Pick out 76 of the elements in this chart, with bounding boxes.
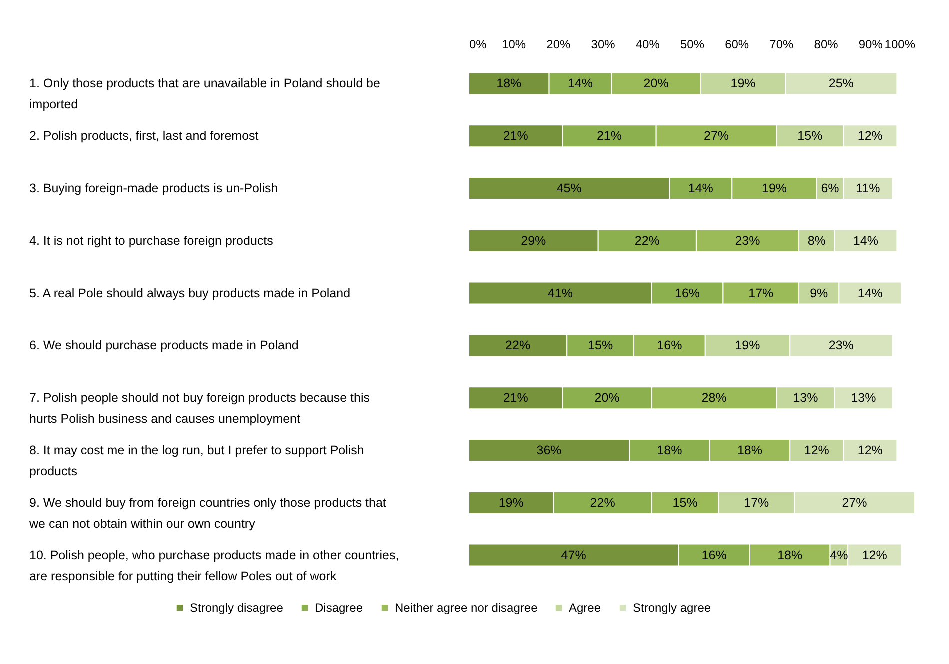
data-label: 11%	[856, 182, 880, 196]
data-label: 27%	[842, 496, 868, 510]
x-tick-label: 20%	[546, 38, 572, 52]
y-tick-label: 6. We should purchase products made in Poland	[30, 338, 299, 353]
x-tick-label: 30%	[591, 38, 616, 52]
x-tick-label: 40%	[636, 38, 660, 52]
y-tick-label: 10. Polish people, who purchase products made in other countries, are responsible for putting their fellow Poles out of work	[30, 548, 400, 584]
x-tick-label: 80%	[814, 38, 839, 52]
data-label: 19%	[762, 182, 788, 196]
x-tick-label: 70%	[770, 38, 794, 52]
data-label: 19%	[730, 76, 756, 91]
legend-label: Disagree	[315, 601, 364, 616]
data-label: 21%	[596, 129, 622, 144]
data-label: 23%	[828, 338, 854, 353]
data-label: 6%	[821, 182, 840, 196]
data-label: 4%	[830, 548, 848, 562]
data-label: 18%	[657, 443, 682, 458]
data-label: 16%	[702, 548, 727, 562]
data-label: 21%	[503, 129, 528, 144]
data-label: 14%	[853, 234, 878, 248]
data-label: 13%	[851, 391, 876, 406]
data-label: 16%	[675, 286, 700, 300]
data-label: 14%	[688, 182, 714, 196]
data-label: 22%	[506, 338, 531, 353]
data-label: 41%	[548, 286, 573, 300]
x-tick-label: 0%	[470, 38, 488, 52]
y-tick-label: 2. Polish products, first, last and foremost	[30, 129, 260, 144]
data-label: 15%	[588, 338, 614, 353]
legend-label: Neither agree nor disagree	[395, 601, 538, 616]
data-label: 17%	[744, 496, 770, 510]
data-label: 25%	[828, 76, 854, 91]
data-label: 16%	[657, 338, 682, 353]
data-label: 27%	[704, 129, 730, 144]
data-label: 45%	[556, 182, 582, 196]
data-label: 8%	[808, 234, 826, 248]
data-label: 36%	[536, 443, 562, 458]
x-tick-label: 10%	[502, 38, 526, 52]
data-label: 9%	[810, 286, 828, 300]
y-tick-label: 3. Buying foreign-made products is un-Polish	[30, 182, 278, 196]
data-label: 20%	[594, 391, 620, 406]
data-label: 18%	[496, 76, 522, 91]
data-label: 14%	[568, 76, 594, 91]
data-label: 18%	[737, 443, 762, 458]
data-label: 19%	[498, 496, 524, 510]
y-tick-label: 5. A real Pole should always buy products made in Poland	[30, 286, 351, 300]
x-tick-label: 50%	[680, 38, 705, 52]
data-label: 28%	[702, 391, 727, 406]
legend-label: Agree	[569, 601, 602, 616]
data-label: 15%	[798, 129, 823, 144]
x-tick-label: 100%	[884, 38, 916, 52]
data-label: 12%	[862, 548, 888, 562]
y-tick-label: 4. It is not right to purchase foreign products	[30, 234, 274, 248]
data-label: 12%	[804, 443, 830, 458]
data-label: 22%	[590, 496, 616, 510]
data-label: 15%	[672, 496, 698, 510]
data-label: 47%	[561, 548, 586, 562]
legend-label: Strongly agree	[633, 601, 712, 616]
data-label: 22%	[634, 234, 660, 248]
data-label: 21%	[503, 391, 528, 406]
data-label: 12%	[858, 443, 883, 458]
data-label: 13%	[793, 391, 818, 406]
y-tick-label: 1. Only those products that are unavailable in Poland should be imported	[30, 76, 380, 112]
y-tick-label: 7. Polish people should not buy foreign products because this hurts Polish business and causes unemployment	[30, 391, 370, 426]
x-tick-label: 60%	[725, 38, 750, 52]
x-tick-label: 90%	[858, 38, 884, 52]
data-label: 29%	[521, 234, 546, 248]
data-label: 14%	[858, 286, 883, 300]
data-label: 20%	[644, 76, 669, 91]
data-label: 19%	[735, 338, 760, 353]
y-tick-label: 8. It may cost me in the log run, but I prefer to support Polish products	[30, 443, 364, 478]
data-label: 18%	[778, 548, 803, 562]
y-tick-label: 9. We should buy from foreign countries only those products that we can not obtain within our own country	[28, 496, 387, 531]
data-label: 23%	[735, 234, 760, 248]
legend-label: Strongly disagree	[190, 601, 284, 616]
data-label: 12%	[858, 129, 883, 144]
data-label: 17%	[748, 286, 774, 300]
